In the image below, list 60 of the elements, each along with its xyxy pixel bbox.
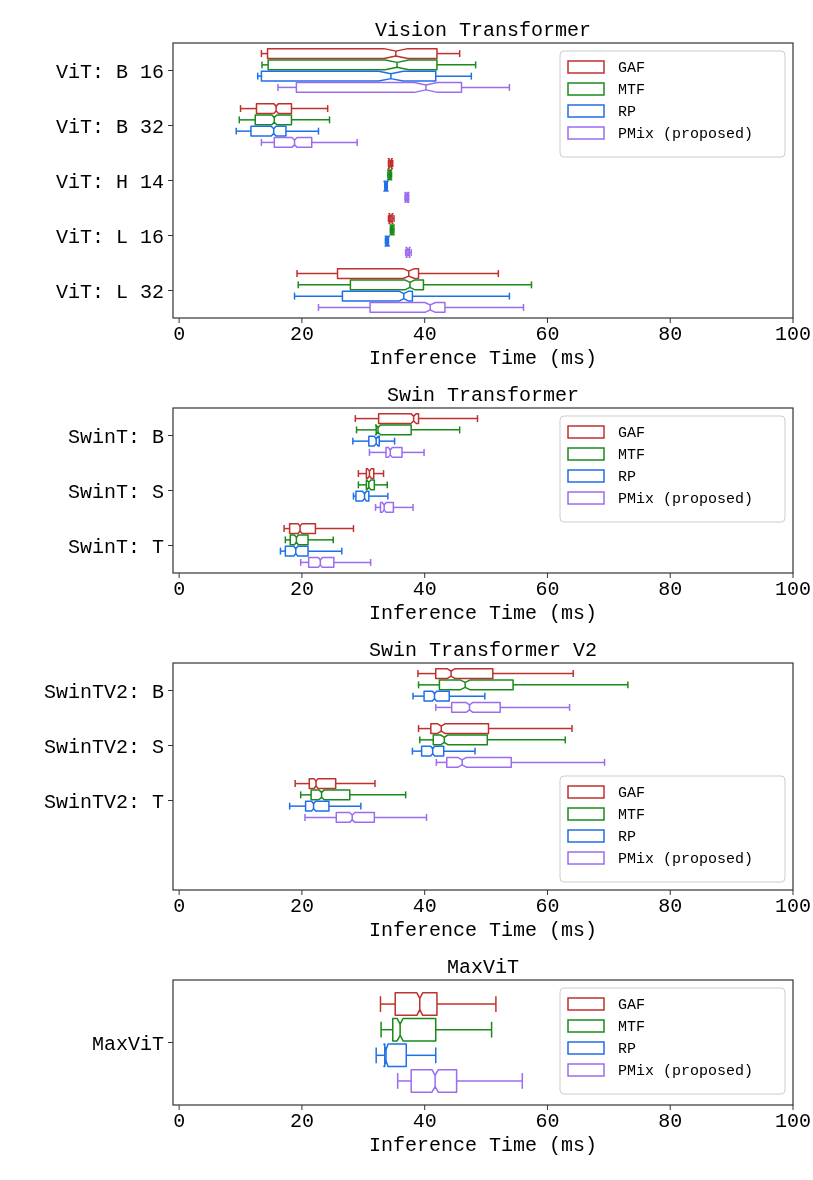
chart-title: MaxViT [446,956,520,979]
legend-label: RP [618,829,637,847]
x-tick-label: 40 [412,578,437,601]
x-axis-title: Inference Time (ms) [368,347,598,370]
x-tick-label: 0 [173,895,186,918]
x-tick-label: 40 [412,323,437,346]
legend-label: PMix (proposed) [618,491,754,509]
x-tick-label: 20 [289,323,314,346]
x-tick-label: 0 [173,578,186,601]
legend-label: MTF [618,82,646,100]
legend-label: RP [618,104,637,122]
legend-label: RP [618,1041,637,1059]
x-tick-label: 60 [535,578,560,601]
x-axis-title: Inference Time (ms) [368,919,598,942]
y-tick-label: ViT: L 16 [55,225,164,249]
legend-label: GAF [618,997,646,1015]
x-tick-label: 20 [289,1110,314,1133]
y-tick-label: SwinT: T [67,535,164,559]
legend-label: MTF [618,1019,646,1037]
x-tick-label: 100 [774,578,812,601]
y-tick-label: SwinT: S [67,480,164,504]
y-tick-label: SwinTV2: T [43,790,164,814]
x-tick-label: 60 [535,895,560,918]
chart-title: Swin Transformer [386,384,580,407]
x-tick-label: 100 [774,323,812,346]
legend-label: PMix (proposed) [618,126,754,144]
legend-label: PMix (proposed) [618,1063,754,1081]
x-tick-label: 80 [658,895,683,918]
x-tick-label: 80 [658,323,683,346]
y-tick-label: MaxViT [91,1032,164,1056]
y-tick-label: ViT: B 32 [55,115,164,139]
x-tick-label: 100 [774,895,812,918]
legend-label: MTF [618,447,646,465]
legend-label: GAF [618,785,646,803]
x-tick-label: 0 [173,323,186,346]
x-axis-title: Inference Time (ms) [368,1134,598,1157]
x-axis-title: Inference Time (ms) [368,602,598,625]
legend-label: RP [618,469,637,487]
x-tick-label: 20 [289,895,314,918]
y-tick-label: ViT: B 16 [55,60,164,84]
x-tick-label: 0 [173,1110,186,1133]
legend-label: GAF [618,425,646,443]
legend-label: MTF [618,807,646,825]
y-tick-label: SwinT: B [67,425,164,449]
x-tick-label: 20 [289,578,314,601]
y-tick-label: SwinTV2: S [43,735,164,759]
legend-label: PMix (proposed) [618,851,754,869]
x-tick-label: 40 [412,895,437,918]
chart-title: Vision Transformer [374,19,592,42]
y-tick-label: ViT: L 32 [55,280,164,304]
x-tick-label: 40 [412,1110,437,1133]
y-tick-label: ViT: H 14 [55,170,164,194]
legend-label: GAF [618,60,646,78]
x-tick-label: 60 [535,323,560,346]
y-tick-label: SwinTV2: B [43,680,164,704]
x-tick-label: 80 [658,578,683,601]
x-tick-label: 80 [658,1110,683,1133]
chart-title: Swin Transformer V2 [368,639,598,662]
x-tick-label: 60 [535,1110,560,1133]
x-tick-label: 100 [774,1110,812,1133]
